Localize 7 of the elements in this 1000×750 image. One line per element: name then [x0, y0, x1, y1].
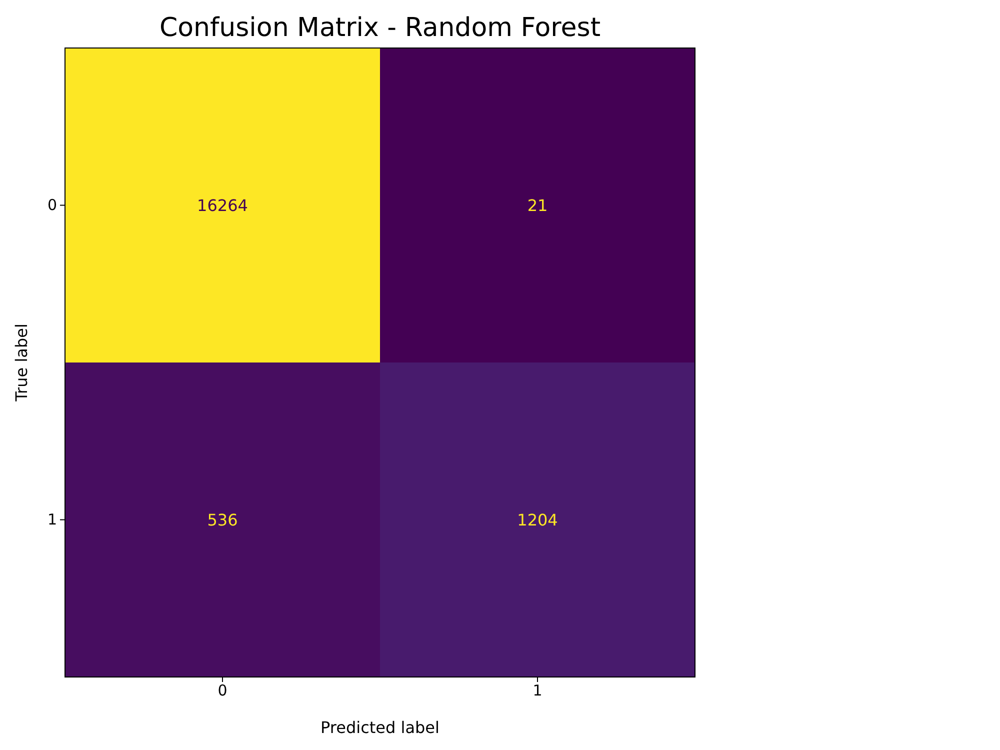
chart-title: Confusion Matrix - Random Forest	[159, 13, 601, 43]
y-axis-title: True label	[12, 324, 31, 402]
data-label: 16264	[197, 196, 248, 215]
data-label: 536	[207, 510, 238, 530]
data-label: 21	[527, 196, 548, 215]
x-axis-title: Predicted label	[320, 718, 440, 737]
data-label: 1204	[517, 510, 558, 530]
